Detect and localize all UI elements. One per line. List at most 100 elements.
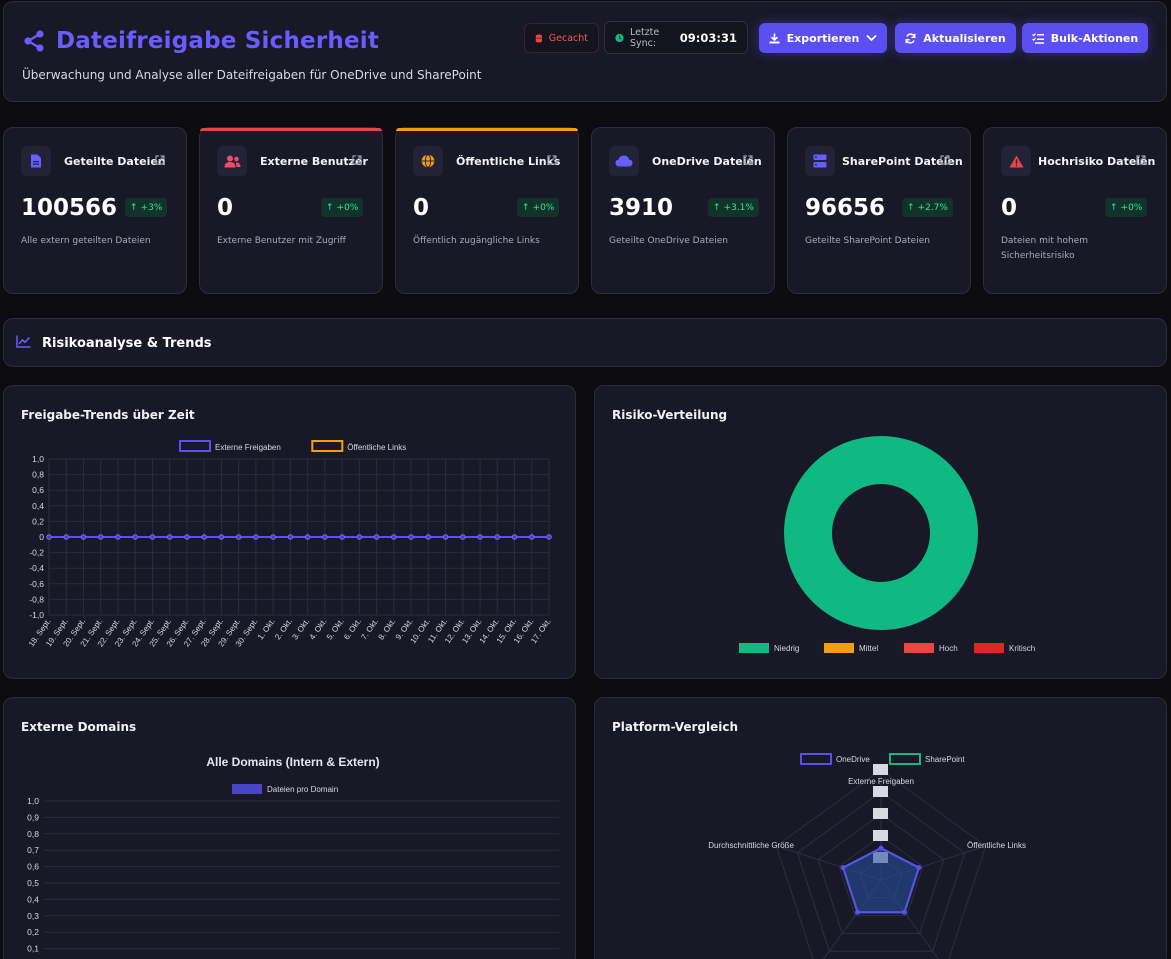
data-point bbox=[235, 534, 242, 540]
file-icon bbox=[21, 146, 51, 176]
stat-card-topbar bbox=[200, 128, 382, 131]
external-link-icon[interactable] bbox=[940, 155, 950, 165]
y-tick-label: -1,0 bbox=[29, 610, 44, 620]
data-point bbox=[132, 534, 138, 540]
external-link-icon[interactable] bbox=[547, 155, 557, 165]
external-link-icon[interactable] bbox=[155, 155, 165, 165]
data-point bbox=[373, 534, 380, 540]
globe-icon bbox=[413, 146, 443, 176]
page-header: Dateifreigabe Sicherheit Überwachung und… bbox=[3, 1, 1167, 102]
stat-card-shared-files[interactable]: Geteilte Dateien 100566 ↑ +3% Alle extern… bbox=[3, 127, 187, 294]
refresh-icon bbox=[905, 32, 916, 44]
y-tick-label: 0,3 bbox=[27, 911, 39, 921]
data-point bbox=[460, 534, 466, 540]
legend-label: OneDrive bbox=[836, 755, 870, 764]
stat-card-public-links[interactable]: Öffentliche Links 0 ↑ +0% Öffentlich zugä… bbox=[395, 127, 579, 294]
legend-label: Öffentliche Links bbox=[347, 443, 406, 452]
sync-label: Letzte Sync: bbox=[630, 26, 660, 49]
warning-icon bbox=[1001, 146, 1031, 176]
data-point bbox=[477, 534, 483, 540]
data-point bbox=[46, 534, 52, 540]
data-point bbox=[218, 534, 225, 540]
radar-axis-label: Öffentliche Links bbox=[967, 841, 1026, 850]
domains-panel: Externe Domains Alle Domains (Intern & E… bbox=[3, 697, 576, 959]
stat-value: 3910 bbox=[609, 195, 674, 221]
radar-axis bbox=[776, 845, 882, 881]
trend-badge: ↑ +0% bbox=[1105, 198, 1148, 217]
radar-tick-label bbox=[873, 830, 888, 841]
legend-label: Externe Freigaben bbox=[215, 443, 281, 452]
arrow-up-icon: ↑ bbox=[326, 202, 334, 213]
server-icon bbox=[805, 146, 835, 176]
trend-value: +0% bbox=[532, 202, 555, 213]
stat-card-topbar bbox=[592, 128, 774, 131]
refresh-button[interactable]: Aktualisieren bbox=[895, 23, 1016, 53]
trend-badge: ↑ +3% bbox=[125, 198, 168, 217]
stat-card-onedrive-files[interactable]: OneDrive Dateien 3910 ↑ +3.1% Geteilte On… bbox=[591, 127, 775, 294]
y-tick-label: -0,6 bbox=[29, 579, 44, 589]
stat-desc: Dateien mit hohem Sicherheitsrisiko bbox=[1001, 236, 1088, 261]
panel-title: Risiko-Verteilung bbox=[612, 408, 728, 422]
radar-point bbox=[840, 865, 846, 871]
legend-swatch bbox=[904, 643, 934, 653]
data-point bbox=[166, 534, 173, 540]
export-button[interactable]: Exportieren bbox=[759, 23, 887, 53]
radar-axis-label: Durchschnittliche Größe bbox=[708, 841, 794, 850]
page-title: Dateifreigabe Sicherheit bbox=[56, 28, 380, 54]
data-point bbox=[425, 534, 432, 540]
list-check-icon bbox=[1031, 32, 1044, 44]
legend-label: Mittel bbox=[859, 644, 878, 653]
stat-value: 0 bbox=[413, 195, 430, 221]
data-point bbox=[391, 534, 397, 540]
stat-card-sharepoint-files[interactable]: SharePoint Dateien 96656 ↑ +2.7% Geteilte… bbox=[787, 127, 971, 294]
bulk-actions-label: Bulk-Aktionen bbox=[1050, 31, 1139, 45]
risk-donut-chart: Niedrig Mittel Hoch Kritisch bbox=[739, 436, 1035, 653]
data-point bbox=[253, 534, 259, 540]
arrow-up-icon: ↑ bbox=[713, 202, 721, 213]
stat-value: 0 bbox=[217, 195, 234, 221]
title-row: Dateifreigabe Sicherheit bbox=[22, 28, 379, 54]
sync-time: 09:03:31 bbox=[679, 30, 737, 45]
stat-card-high-risk-files[interactable]: Hochrisiko Dateien 0 ↑ +0% Dateien mit ho… bbox=[983, 127, 1167, 294]
data-point bbox=[442, 534, 449, 540]
radar-point bbox=[916, 865, 922, 871]
radar-tick-label bbox=[873, 808, 888, 819]
data-point bbox=[270, 534, 276, 540]
trend-value: +3.1% bbox=[723, 202, 754, 213]
arrow-up-icon: ↑ bbox=[1110, 202, 1118, 213]
legend-swatch bbox=[824, 643, 854, 653]
stat-card-topbar bbox=[4, 128, 186, 131]
data-point bbox=[115, 534, 121, 540]
trends-panel: Freigabe-Trends über Zeit 1,0 0,8 0,6 0,4 0,… bbox=[3, 385, 576, 679]
bulk-actions-button[interactable]: Bulk-Aktionen bbox=[1022, 23, 1148, 53]
external-link-icon[interactable] bbox=[1136, 155, 1146, 165]
trend-line-chart: 1,00,80,60,40,20-0,2-0,4-0,6-0,8-1,018. … bbox=[27, 440, 553, 648]
trend-value: +0% bbox=[1120, 202, 1143, 213]
stat-desc: Alle extern geteilten Dateien bbox=[21, 236, 151, 246]
data-point bbox=[322, 534, 328, 540]
y-tick-label: 0,2 bbox=[32, 516, 44, 526]
stat-card-external-users[interactable]: Externe Benutzer 0 ↑ +0% Externe Benutzer… bbox=[199, 127, 383, 294]
export-button-label: Exportieren bbox=[786, 31, 860, 45]
radar-axis bbox=[880, 879, 940, 959]
legend-swatch bbox=[232, 784, 262, 794]
external-link-icon[interactable] bbox=[743, 155, 753, 165]
data-point bbox=[511, 534, 518, 540]
y-tick-label: 0,2 bbox=[27, 927, 39, 937]
stat-value: 0 bbox=[1001, 195, 1018, 221]
legend-swatch bbox=[974, 643, 1004, 653]
radar-tick-label bbox=[873, 786, 888, 797]
radar-point bbox=[878, 845, 884, 851]
y-tick-label: 0,6 bbox=[32, 485, 44, 495]
stat-label: Geteilte Dateien bbox=[64, 155, 166, 168]
stat-label: Externe Benutzer bbox=[260, 155, 368, 168]
trend-badge: ↑ +2.7% bbox=[902, 198, 953, 217]
y-tick-label: 1,0 bbox=[27, 796, 39, 806]
external-link-icon[interactable] bbox=[352, 155, 362, 165]
y-tick-label: 0,1 bbox=[27, 944, 39, 954]
stat-label: OneDrive Dateien bbox=[652, 155, 762, 168]
y-tick-label: -0,8 bbox=[29, 594, 44, 604]
legend-swatch bbox=[311, 440, 344, 452]
page-subtitle: Überwachung und Analyse aller Dateifreig… bbox=[22, 68, 482, 82]
arrow-up-icon: ↑ bbox=[130, 202, 138, 213]
